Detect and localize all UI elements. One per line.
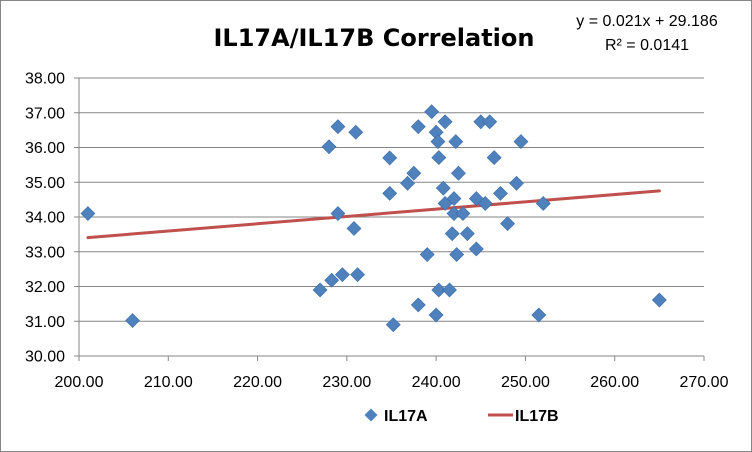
data-point-il17a bbox=[442, 282, 457, 298]
data-point-il17a bbox=[348, 124, 364, 140]
r-squared-label: R² = 0.0141 bbox=[605, 37, 689, 54]
chart-title: IL17A/IL17B Correlation bbox=[214, 24, 535, 52]
gridlines bbox=[74, 77, 704, 357]
x-tick-label: 240.00 bbox=[412, 374, 461, 391]
data-point-il17a bbox=[449, 247, 465, 262]
data-point-il17a bbox=[419, 247, 435, 262]
y-tick-label: 36.00 bbox=[25, 140, 65, 157]
x-tick-label: 270.00 bbox=[680, 374, 729, 391]
data-point-il17a bbox=[431, 282, 447, 298]
x-axis-tick-labels: 200.00 210.00 220.00 230.00 240.00 250.00 260.… bbox=[55, 374, 729, 391]
data-point-il17a bbox=[334, 267, 350, 283]
data-point-il17a bbox=[350, 267, 365, 283]
data-point-il17a bbox=[448, 134, 464, 150]
data-point-il17a bbox=[428, 307, 444, 323]
legend: IL17A IL17B bbox=[364, 408, 559, 425]
x-tick-label: 230.00 bbox=[322, 374, 371, 391]
x-tick-label: 220.00 bbox=[233, 374, 282, 391]
legend-marker-il17a bbox=[364, 408, 378, 422]
trendline-il17b bbox=[86, 189, 661, 240]
data-point-il17a bbox=[535, 196, 551, 211]
data-point-il17a bbox=[321, 139, 337, 155]
trendline-equation: y = 0.021x + 29.186 bbox=[576, 13, 718, 30]
data-point-il17a bbox=[431, 150, 447, 166]
data-point-il17a bbox=[385, 317, 401, 333]
y-tick-label: 35.00 bbox=[25, 175, 65, 192]
data-point-il17a bbox=[382, 185, 398, 201]
x-tick-label: 210.00 bbox=[144, 374, 193, 391]
data-point-il17a bbox=[509, 175, 524, 191]
data-point-il17a bbox=[410, 297, 426, 313]
y-axis-tick-labels: 30.00 31.00 32.00 33.00 34.00 35.00 36.00 37.00… bbox=[25, 71, 65, 366]
data-point-il17a bbox=[468, 191, 484, 207]
y-tick-label: 33.00 bbox=[25, 244, 65, 261]
data-point-il17a bbox=[486, 150, 502, 166]
data-point-il17a bbox=[444, 226, 460, 242]
data-point-il17a bbox=[424, 104, 440, 120]
data-point-il17a bbox=[125, 313, 140, 328]
x-tick-label: 200.00 bbox=[55, 374, 104, 391]
data-point-il17a bbox=[430, 134, 446, 150]
y-tick-label: 31.00 bbox=[25, 314, 65, 331]
data-point-il17a bbox=[446, 191, 462, 207]
data-point-il17a bbox=[435, 180, 451, 196]
data-point-il17a bbox=[651, 292, 667, 308]
data-point-il17a bbox=[324, 272, 340, 288]
data-points bbox=[80, 104, 667, 333]
data-point-il17a bbox=[406, 165, 422, 181]
data-point-il17a bbox=[451, 165, 466, 181]
data-point-il17a bbox=[493, 185, 508, 201]
data-point-il17a bbox=[400, 175, 415, 191]
data-point-il17a bbox=[346, 221, 362, 236]
data-point-il17a bbox=[80, 206, 96, 221]
data-point-il17a bbox=[410, 119, 426, 135]
x-tick-label: 250.00 bbox=[501, 374, 550, 391]
axes bbox=[78, 78, 705, 361]
y-tick-label: 32.00 bbox=[25, 279, 65, 296]
y-tick-label: 37.00 bbox=[25, 105, 65, 122]
data-point-il17a bbox=[477, 196, 493, 211]
legend-label-il17a: IL17A bbox=[384, 408, 428, 425]
y-tick-label: 30.00 bbox=[25, 349, 65, 366]
y-tick-label: 38.00 bbox=[25, 71, 65, 88]
data-point-il17a bbox=[437, 114, 453, 130]
data-point-il17a bbox=[468, 241, 484, 257]
trendline bbox=[86, 189, 661, 240]
data-point-il17a bbox=[500, 216, 515, 232]
data-point-il17a bbox=[531, 307, 547, 323]
data-point-il17a bbox=[513, 134, 529, 150]
data-point-il17a bbox=[455, 206, 471, 221]
x-tick-label: 260.00 bbox=[590, 374, 639, 391]
legend-label-il17b: IL17B bbox=[515, 408, 559, 425]
data-point-il17a bbox=[312, 282, 328, 298]
data-point-il17a bbox=[382, 150, 398, 166]
data-point-il17a bbox=[330, 206, 346, 221]
data-point-il17a bbox=[330, 119, 346, 135]
data-point-il17a bbox=[459, 226, 475, 242]
y-tick-label: 34.00 bbox=[25, 210, 65, 227]
data-point-il17a bbox=[482, 114, 498, 130]
